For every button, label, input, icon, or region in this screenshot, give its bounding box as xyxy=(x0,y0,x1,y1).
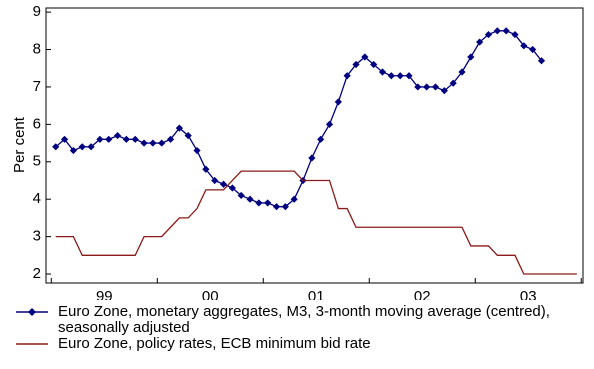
data-point xyxy=(228,184,236,192)
data-point xyxy=(246,195,254,203)
y-tick-label: 3 xyxy=(33,228,41,245)
y-tick-label: 9 xyxy=(33,3,41,20)
data-point xyxy=(219,180,228,188)
data-point xyxy=(122,135,130,143)
legend-label: Euro Zone, policy rates, ECB minimum bid… xyxy=(58,335,371,352)
legend-label: Euro Zone, monetary aggregates, M3, 3-mo… xyxy=(58,303,550,336)
legend-item: Euro Zone, monetary aggregates, M3, 3-mo… xyxy=(0,304,588,336)
data-point xyxy=(423,83,431,91)
data-point xyxy=(431,83,440,91)
data-point xyxy=(511,30,519,39)
x-tick-label: 01 xyxy=(308,288,325,300)
data-point xyxy=(149,139,157,147)
data-point xyxy=(325,120,334,128)
data-point xyxy=(290,195,298,203)
data-point xyxy=(166,135,175,143)
legend-symbol xyxy=(16,308,48,316)
legend-item: Euro Zone, policy rates, ECB minimum bid… xyxy=(0,336,588,352)
data-point xyxy=(449,79,457,87)
y-tick-label: 8 xyxy=(33,40,41,57)
x-tick-label: 00 xyxy=(202,288,219,300)
data-point xyxy=(105,135,113,143)
data-point xyxy=(158,139,166,147)
data-point xyxy=(378,68,387,76)
y-tick-label: 4 xyxy=(33,190,41,207)
data-point xyxy=(175,124,183,132)
data-point xyxy=(484,30,493,39)
data-point xyxy=(237,191,245,200)
data-point xyxy=(281,203,289,211)
y-tick-label: 7 xyxy=(33,78,41,95)
data-point xyxy=(184,131,192,140)
data-point xyxy=(414,83,422,91)
data-point xyxy=(476,38,484,46)
data-point xyxy=(211,176,219,185)
data-point xyxy=(202,165,210,173)
series-line xyxy=(55,170,577,275)
legend: Euro Zone, monetary aggregates, M3, 3-mo… xyxy=(0,304,594,352)
data-point xyxy=(113,131,122,140)
data-point xyxy=(352,60,360,69)
x-tick-label: 03 xyxy=(520,288,537,300)
data-point xyxy=(502,27,510,35)
data-point xyxy=(361,53,369,61)
data-point xyxy=(60,135,69,143)
y-axis-label: Per cent xyxy=(11,116,28,173)
data-point xyxy=(493,27,501,35)
data-point xyxy=(458,68,466,76)
data-point xyxy=(131,135,139,143)
data-point xyxy=(529,45,537,54)
data-point xyxy=(440,87,448,95)
data-point xyxy=(405,72,413,80)
legend-marker xyxy=(28,308,36,316)
data-point xyxy=(87,143,95,151)
data-point xyxy=(387,72,395,80)
data-point xyxy=(255,199,263,207)
legend-symbol xyxy=(16,343,48,345)
data-point xyxy=(96,135,104,143)
data-point xyxy=(69,146,77,155)
data-point xyxy=(78,143,86,151)
data-point xyxy=(308,154,316,162)
data-point xyxy=(334,98,342,106)
y-tick-label: 2 xyxy=(33,265,41,282)
data-point xyxy=(343,72,351,80)
data-point xyxy=(396,72,404,80)
data-point xyxy=(520,42,528,50)
data-point xyxy=(52,143,60,151)
data-point xyxy=(467,53,475,61)
data-point xyxy=(370,60,378,69)
y-tick-label: 6 xyxy=(33,115,41,132)
plot-frame xyxy=(45,7,584,284)
data-point xyxy=(140,139,148,147)
data-point xyxy=(193,146,201,155)
y-tick-label: 5 xyxy=(33,153,41,170)
data-point xyxy=(272,203,281,211)
data-point xyxy=(317,135,325,143)
data-point xyxy=(537,57,546,65)
x-tick-label: 99 xyxy=(96,288,113,300)
data-point xyxy=(264,199,272,207)
x-tick-label: 02 xyxy=(414,288,431,300)
